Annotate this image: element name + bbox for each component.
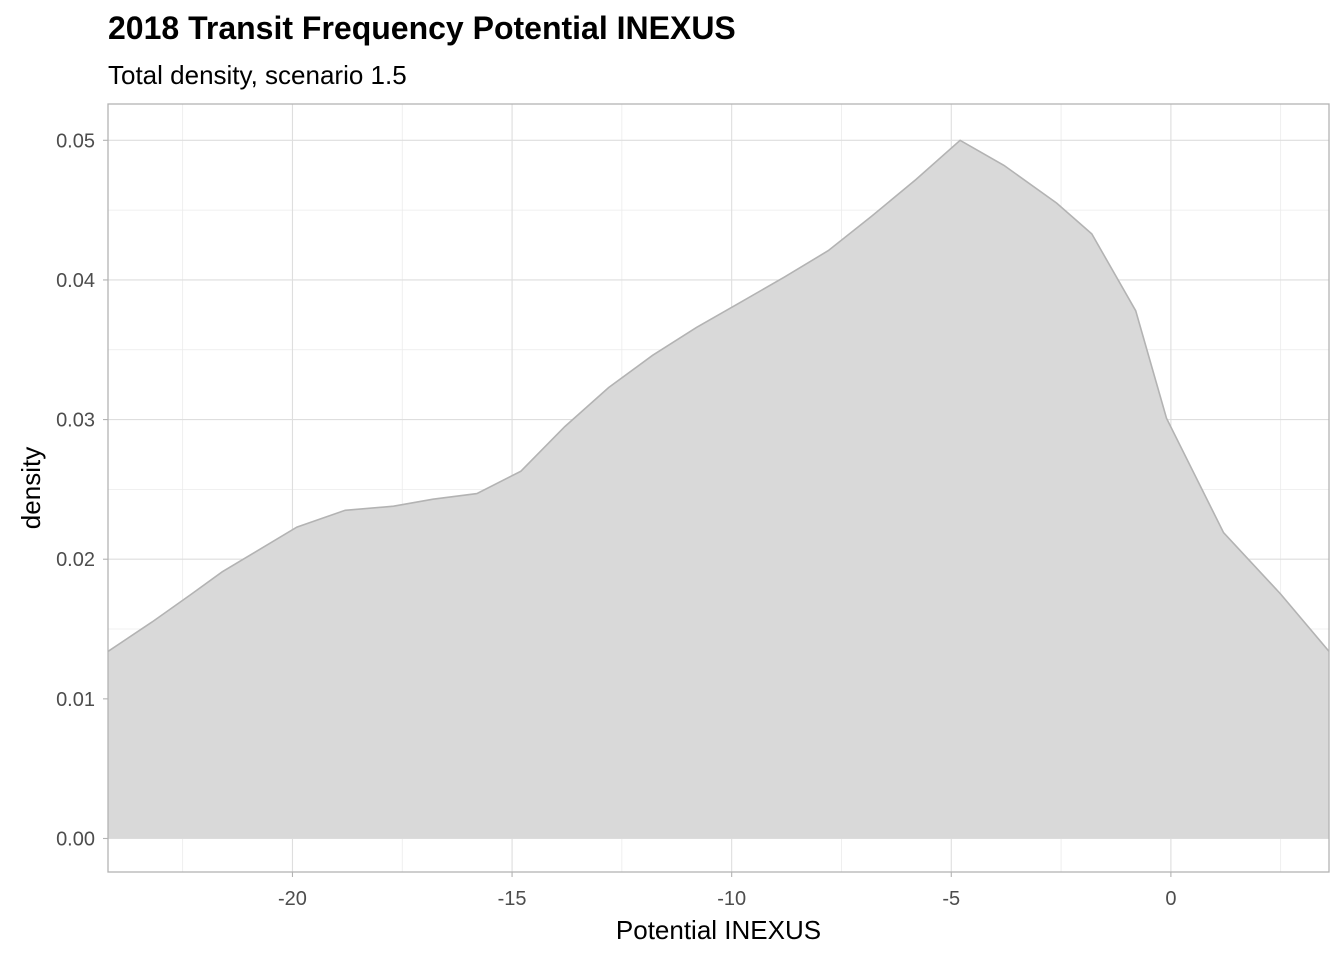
y-tick-label: 0.00: [56, 828, 95, 850]
x-tick-label: -20: [278, 888, 307, 910]
y-tick-label: 0.03: [56, 410, 95, 432]
y-tick-label: 0.04: [56, 270, 95, 292]
density-area: [108, 140, 1329, 839]
x-tick-label: -15: [498, 888, 527, 910]
y-tick-label: 0.02: [56, 549, 95, 571]
chart-subtitle: Total density, scenario 1.5: [108, 60, 407, 90]
x-tick-label: -5: [942, 888, 960, 910]
x-tick-label: -10: [717, 888, 746, 910]
y-tick-label: 0.01: [56, 689, 95, 711]
y-axis-title: density: [16, 447, 46, 529]
density-line: [107, 139, 1330, 653]
panel-border: [107, 103, 1330, 873]
chart-title: 2018 Transit Frequency Potential INEXUS: [108, 10, 736, 46]
x-axis-title: Potential INEXUS: [616, 915, 821, 945]
y-tick-label: 0.05: [56, 130, 95, 152]
x-axis-ticks: -20 -15 -10 -5 0: [278, 872, 1176, 910]
y-axis-ticks: 0.00 0.01 0.02 0.03 0.04 0.05: [56, 130, 108, 850]
x-tick-label: 0: [1165, 888, 1176, 910]
